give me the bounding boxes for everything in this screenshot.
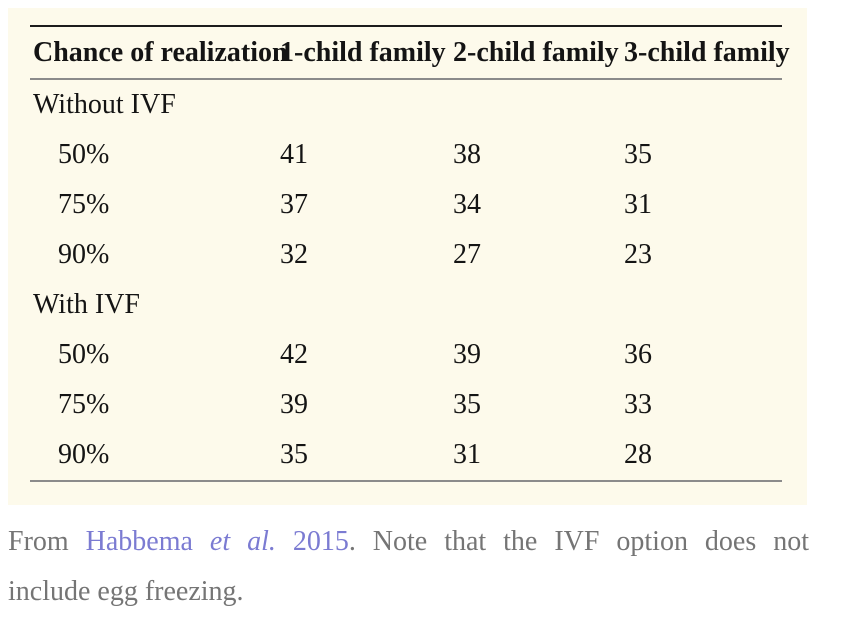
column-header-3-child: 3-child family: [624, 27, 790, 80]
empty-cell: [624, 280, 782, 330]
chance-cell: 75%: [58, 389, 110, 420]
value-cell: 23: [624, 239, 652, 270]
chance-cell: 50%: [58, 339, 110, 370]
column-header-chance: Chance of realization: [30, 27, 288, 80]
empty-cell: [280, 280, 453, 330]
empty-cell: [280, 80, 453, 130]
link-et-al-italic: et al.: [209, 526, 276, 557]
value-cell: 37: [280, 189, 308, 220]
value-cell: 41: [280, 139, 308, 170]
empty-cell: [624, 80, 782, 130]
column-header-2-child: 2-child family: [453, 27, 624, 80]
caption-prefix: From: [8, 526, 69, 557]
habbema-2015-link[interactable]: Habbema et al. 2015: [86, 526, 349, 557]
caption-line-1: From Habbema et al. 2015. Note that the …: [8, 517, 809, 567]
chance-cell: 90%: [58, 239, 110, 270]
caption-suffix: . Note that the IVF option does not: [348, 526, 809, 557]
chance-cell: 75%: [58, 189, 110, 220]
value-cell: 28: [624, 430, 782, 482]
value-cell: 31: [624, 189, 652, 220]
value-cell: 35: [453, 389, 481, 420]
empty-cell: [453, 80, 624, 130]
fertility-table: Chance of realization 1-child family 2-c…: [30, 25, 790, 482]
value-cell: 31: [453, 430, 624, 482]
value-cell: 35: [280, 430, 453, 482]
link-year: 2015: [292, 526, 349, 557]
value-cell: 34: [453, 189, 481, 220]
section-label: Without IVF: [33, 89, 176, 120]
value-cell: 27: [453, 239, 481, 270]
value-cell: 39: [453, 339, 481, 370]
value-cell: 35: [624, 139, 652, 170]
fertility-table-panel: Chance of realization 1-child family 2-c…: [8, 8, 807, 505]
value-cell: 42: [280, 339, 308, 370]
value-cell: 38: [453, 139, 481, 170]
value-cell: 36: [624, 339, 652, 370]
table-caption: From Habbema et al. 2015. Note that the …: [8, 517, 809, 617]
value-cell: 33: [624, 389, 652, 420]
section-label: With IVF: [33, 289, 140, 320]
chance-cell: 50%: [58, 139, 110, 170]
value-cell: 32: [280, 239, 308, 270]
link-text: Habbema: [85, 526, 193, 557]
chance-cell: 90%: [30, 430, 280, 482]
caption-line-2: include egg freezing.: [8, 576, 244, 607]
empty-cell: [453, 280, 624, 330]
column-header-1-child: 1-child family: [280, 27, 453, 80]
value-cell: 39: [280, 389, 308, 420]
